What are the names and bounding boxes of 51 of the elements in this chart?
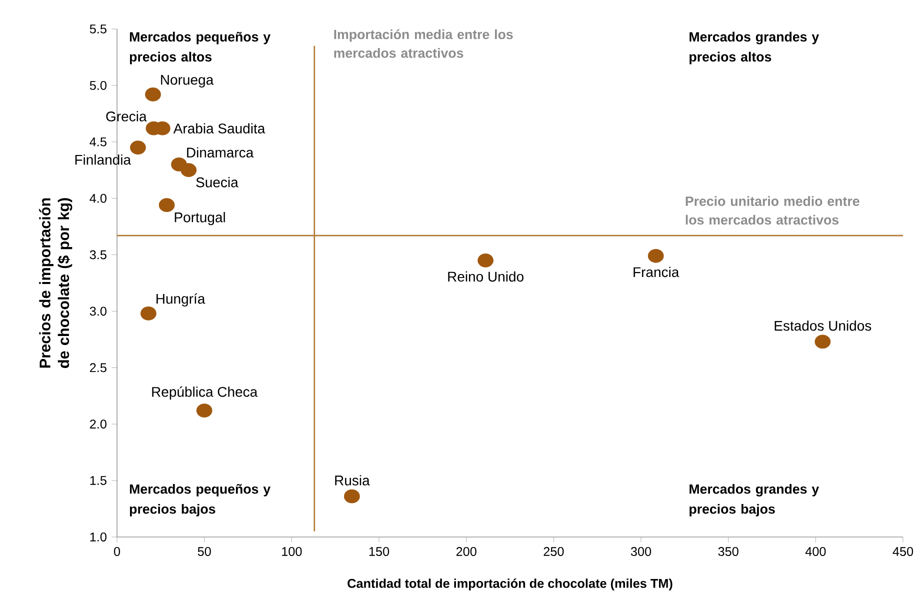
x-tick-label: 350 — [718, 547, 738, 556]
annotation: Mercados grandes y precios bajos — [690, 484, 820, 516]
x-tick-label: 400 — [805, 547, 826, 556]
y-tick-label: 1.0 — [90, 532, 106, 542]
series-label: Suecia — [196, 177, 238, 188]
y-tick-label: 3.0 — [90, 306, 106, 316]
x-tick-label: 100 — [282, 547, 302, 556]
point — [140, 306, 156, 320]
y-axis-title: Precios de importación de chocolate ($ por kg) — [39, 198, 72, 368]
y-tick-label: 5.0 — [90, 80, 106, 90]
point — [478, 253, 494, 268]
x-tick-label: 0 — [114, 547, 120, 556]
series-label: Rusia — [335, 475, 370, 486]
series-label: Grecia — [106, 111, 147, 122]
y-tick-label: 2.0 — [90, 420, 106, 429]
point — [814, 334, 831, 349]
ref-line-label: Precio unitario medio entre los mercados atractivos — [686, 196, 860, 225]
series-label: Hungría — [156, 293, 206, 307]
y-tick-label: 1.5 — [90, 476, 106, 485]
x-tick-label: 250 — [544, 547, 564, 556]
series-label: República Checa — [152, 386, 258, 400]
ref-line-label: Importación media entre los mercados atractivos — [334, 29, 513, 58]
series-label: Dinamarca — [187, 147, 254, 158]
x-tick-label: 150 — [369, 547, 390, 556]
series-label: Francia — [634, 266, 680, 278]
point — [130, 140, 146, 154]
point — [145, 88, 161, 102]
series-label: Arabia Saudita — [173, 123, 266, 134]
x-axis-title: Cantidad total de importación de chocolate (miles TM) — [348, 578, 672, 590]
point — [344, 489, 360, 504]
point — [180, 163, 197, 178]
series-label: Estados Unidos — [774, 320, 872, 331]
x-tick-label: 300 — [630, 547, 652, 556]
annotation: Mercados pequeños y precios bajos — [130, 484, 270, 516]
x-tick-label: 50 — [198, 547, 211, 556]
point — [158, 198, 175, 212]
y-tick-label: 5.5 — [90, 24, 106, 34]
point — [648, 248, 664, 263]
series-label: Reino Unido — [448, 271, 524, 282]
y-tick-label: 2.5 — [90, 363, 106, 372]
series-label: Noruega — [161, 75, 214, 88]
y-tick-label: 4.0 — [90, 194, 106, 203]
y-tick-label: 3.5 — [90, 250, 106, 260]
x-tick-label: 200 — [456, 547, 476, 556]
x-tick-label: 450 — [892, 547, 914, 556]
series-label: Finlandia — [75, 154, 132, 165]
annotation: Mercados grandes y precios altos — [690, 32, 820, 64]
y-tick-label: 4.5 — [90, 137, 106, 146]
series-label: Portugal — [174, 212, 225, 226]
point — [196, 404, 212, 418]
annotation: Mercados pequeños y precios altos — [130, 32, 270, 64]
